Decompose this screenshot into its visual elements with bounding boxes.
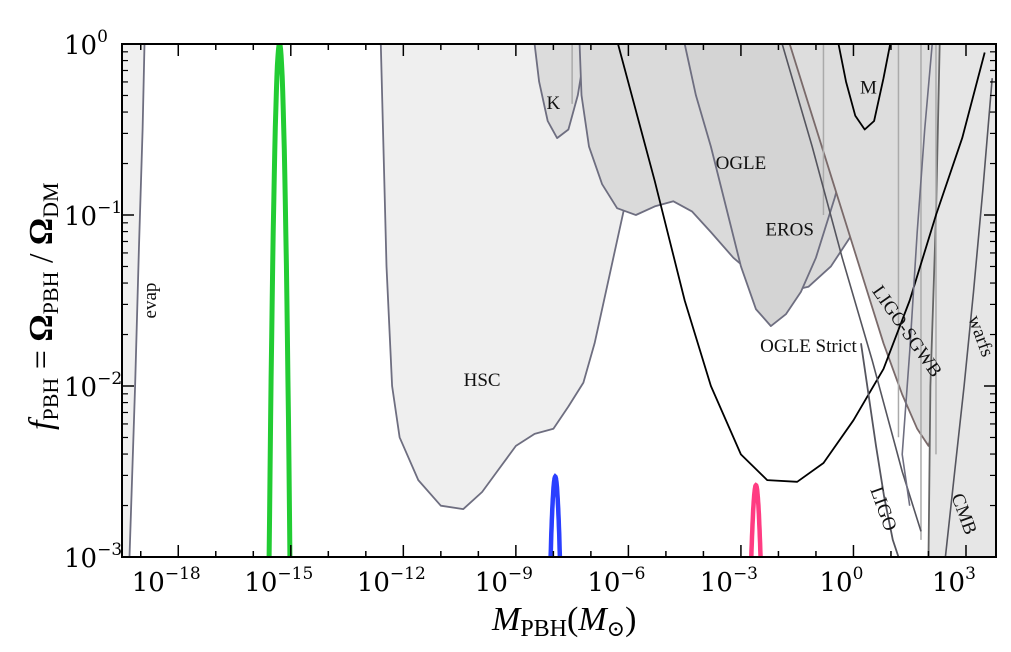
x-tick-label: 10−9 xyxy=(475,564,533,598)
plot-frame xyxy=(121,43,997,558)
peak-pink xyxy=(749,482,763,557)
y-tick-label: 100 xyxy=(64,27,108,61)
peak-blue xyxy=(548,473,563,557)
y-tick-label: 10−2 xyxy=(64,369,122,403)
line-warfs xyxy=(944,78,993,557)
y-tick-label: 10−3 xyxy=(64,540,122,574)
line-ligo xyxy=(860,343,900,557)
line-ogle-strict xyxy=(617,44,986,483)
constraint-regions xyxy=(122,44,996,557)
constraint-lines xyxy=(617,44,993,557)
label-k: K xyxy=(547,93,561,114)
x-tick-label: 10−18 xyxy=(132,564,201,598)
label-ogle-strict: OGLE Strict xyxy=(760,336,857,357)
region-evap xyxy=(122,44,146,557)
label-eros: EROS xyxy=(765,220,814,241)
y-tick-label: 10−1 xyxy=(64,198,122,232)
line-m xyxy=(837,44,892,131)
x-tick-label: 10−3 xyxy=(700,564,758,598)
label-m: M xyxy=(860,78,877,99)
x-tick-label: 10−12 xyxy=(357,564,426,598)
line-ligo-edge xyxy=(781,44,922,532)
label-ogle: OGLE xyxy=(716,153,767,174)
x-tick-label: 100 xyxy=(819,564,863,598)
x-tick-label: 103 xyxy=(932,564,976,598)
mass-function-peaks xyxy=(266,44,763,557)
peak-green xyxy=(266,44,293,557)
line-eros-edge xyxy=(901,44,933,506)
y-axis-title: fPBH = ΩPBH / ΩDM xyxy=(23,182,63,430)
label-evap: evap xyxy=(140,283,161,319)
x-tick-label: 10−15 xyxy=(244,564,313,598)
x-axis-title: MPBH(M⊙) xyxy=(491,601,636,642)
region-cmb xyxy=(927,44,996,557)
label-hsc: HSC xyxy=(464,370,501,391)
x-tick-label: 10−6 xyxy=(587,564,645,598)
